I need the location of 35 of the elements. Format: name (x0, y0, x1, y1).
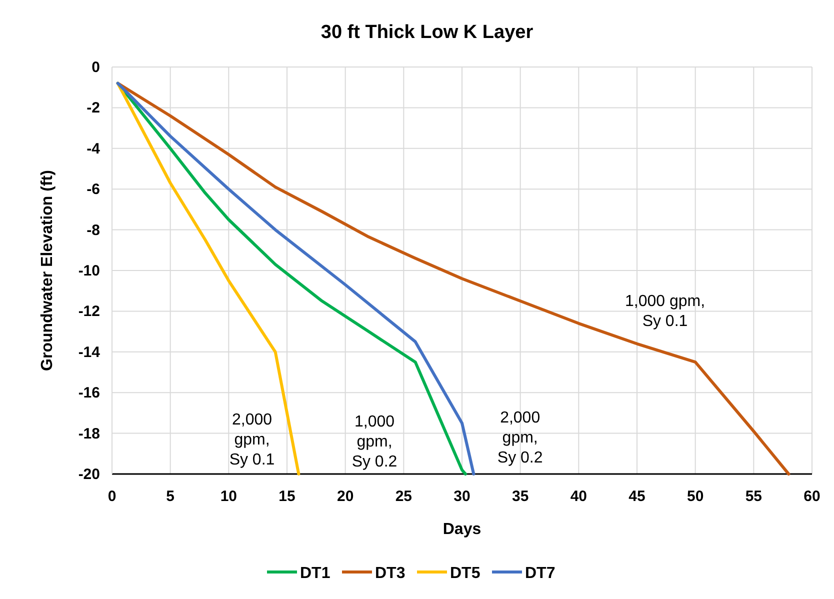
annotation: 1,000 gpm, Sy 0.2 (352, 413, 398, 470)
y-tick-label: 0 (92, 59, 100, 76)
x-tick-label: 55 (745, 488, 762, 505)
chart-title: 30 ft Thick Low K Layer (320, 22, 534, 43)
annotation: 2,000 gpm, Sy 0.1 (229, 411, 275, 468)
y-tick-label: -8 (86, 222, 100, 239)
y-tick-label: -20 (78, 466, 100, 483)
x-tick-label: 5 (166, 488, 175, 505)
x-tick-label: 50 (686, 488, 704, 505)
x-tick-label: 60 (804, 488, 820, 505)
y-tick-label: -10 (78, 262, 100, 280)
x-tick-label: 20 (336, 488, 354, 505)
legend-label: DT5 (450, 565, 480, 582)
annotation: 1,000 gpm, Sy 0.1 (624, 293, 706, 330)
legend-label: DT1 (300, 565, 330, 582)
legend-label: DT7 (525, 565, 556, 582)
y-tick-label: -16 (78, 384, 100, 402)
x-tick-label: 25 (395, 488, 412, 505)
legend-label: DT3 (375, 565, 406, 582)
x-tick-label: 30 (454, 488, 470, 505)
y-tick-label: -6 (86, 181, 100, 198)
y-tick-label: -18 (78, 425, 100, 442)
y-tick-label: -14 (78, 344, 101, 361)
x-tick-label: 10 (220, 488, 238, 505)
x-tick-label: 0 (108, 488, 116, 505)
y-axis-title: Groundwater Elevation (ft) (39, 170, 56, 371)
x-tick-label: 35 (512, 488, 529, 505)
x-tick-label: 45 (628, 488, 646, 505)
x-axis-title: Days (442, 521, 482, 538)
x-tick-label: 40 (570, 488, 588, 505)
y-tick-label: -4 (86, 140, 101, 158)
annotation: 2,000 gpm, Sy 0.2 (497, 409, 543, 466)
y-tick-label: -12 (78, 303, 100, 320)
y-tick-label: -2 (86, 100, 100, 117)
x-tick-label: 15 (278, 488, 296, 505)
